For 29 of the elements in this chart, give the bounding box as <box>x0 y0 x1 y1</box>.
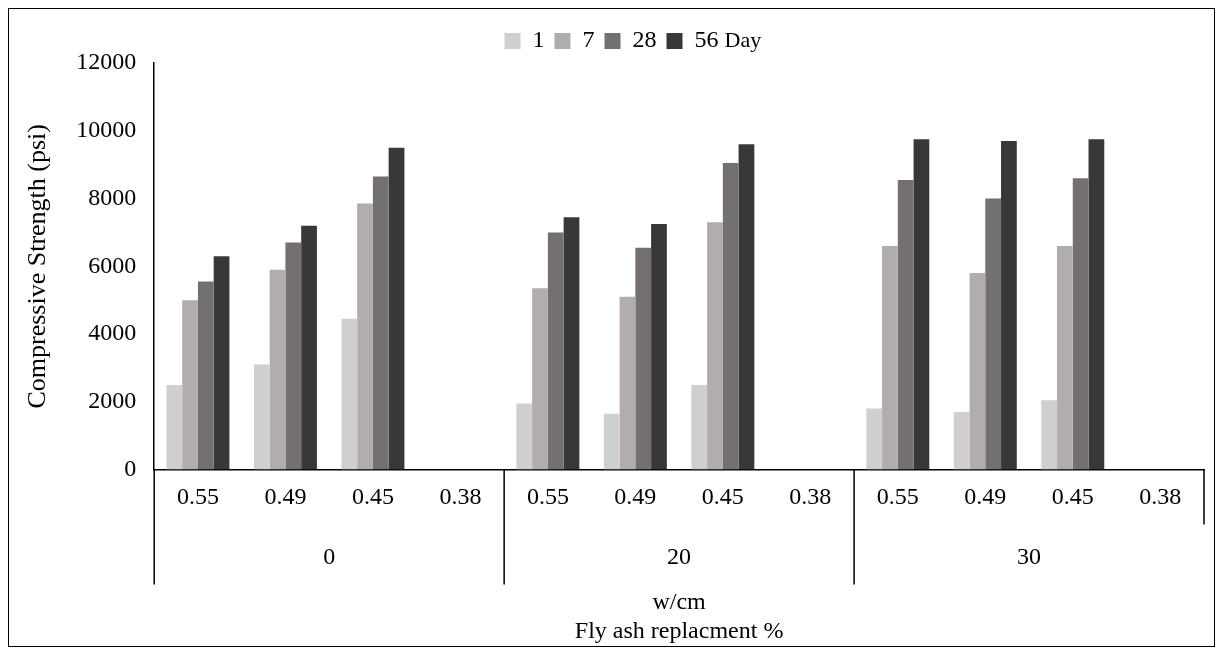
y-tick-label: 12000 <box>76 48 137 75</box>
legend-label: 1 <box>532 26 545 53</box>
legend-label: 7 <box>582 26 595 53</box>
legend-label: 56 <box>694 26 719 53</box>
x-tick-label: 0.38 <box>789 483 832 510</box>
y-tick-label: 4000 <box>88 319 137 346</box>
y-tick-label: 2000 <box>88 387 137 414</box>
x-tick-label: 0.45 <box>351 483 394 510</box>
x-tick-label: 0.55 <box>176 483 219 510</box>
text: 30 <box>1017 542 1042 569</box>
legend-label: 28 <box>632 26 657 53</box>
y-tick-label: 6000 <box>88 251 137 278</box>
x-tick-label: 0.49 <box>264 483 307 510</box>
x-tick-label: 0.55 <box>876 483 919 510</box>
x-tick-label: 0.55 <box>526 483 569 510</box>
x-axis-title: w/cm Fly ash replacment % <box>574 588 784 643</box>
y-axis-title: Compressive Strength (psi) <box>22 124 52 409</box>
x-tick-label: 0.45 <box>701 483 744 510</box>
x-tick-label: 0.49 <box>964 483 1007 510</box>
text: 0 <box>323 542 336 569</box>
x-tick-label: 0.38 <box>439 483 482 510</box>
x-tick-label: 0.45 <box>1051 483 1094 510</box>
x-tick-label: 0.49 <box>614 483 657 510</box>
y-tick-label: 10000 <box>76 116 137 143</box>
y-tick-label: 0 <box>124 454 137 481</box>
legend-title: Day <box>724 26 762 52</box>
x-tick-label: 0.38 <box>1139 483 1182 510</box>
text: 20 <box>667 542 692 569</box>
y-tick-label: 8000 <box>88 183 137 210</box>
